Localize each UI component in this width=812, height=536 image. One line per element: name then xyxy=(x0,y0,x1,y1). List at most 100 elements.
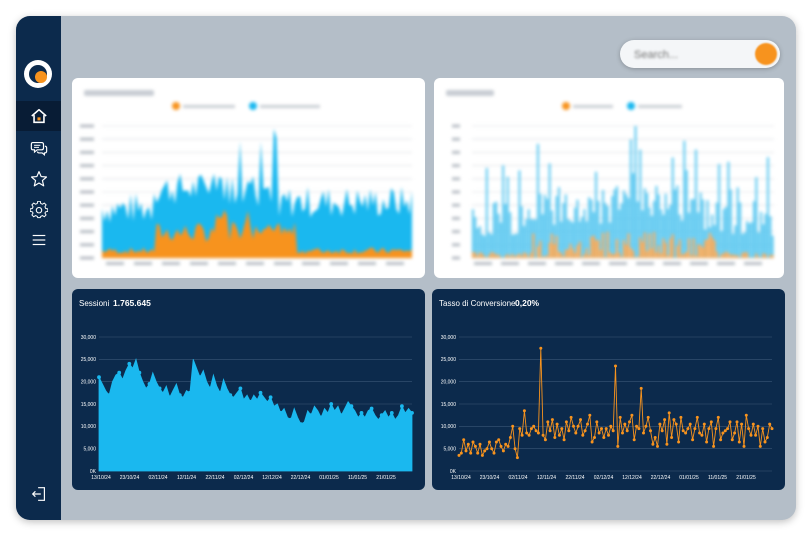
data-point[interactable] xyxy=(553,436,557,439)
data-point[interactable] xyxy=(487,440,491,444)
data-point[interactable] xyxy=(319,415,323,420)
data-point[interactable] xyxy=(466,442,470,446)
data-point[interactable] xyxy=(546,420,550,424)
data-point[interactable] xyxy=(595,420,599,424)
data-point[interactable] xyxy=(681,429,685,433)
data-point[interactable] xyxy=(695,415,699,419)
data-point[interactable] xyxy=(688,422,692,426)
data-point[interactable] xyxy=(478,442,482,446)
data-point[interactable] xyxy=(700,433,704,437)
logout-button[interactable] xyxy=(16,479,61,509)
data-point[interactable] xyxy=(586,422,589,426)
data-point[interactable] xyxy=(379,413,384,418)
data-point[interactable] xyxy=(137,370,142,375)
data-point[interactable] xyxy=(616,444,620,448)
data-point[interactable] xyxy=(607,433,610,437)
data-point[interactable] xyxy=(522,409,526,413)
data-point[interactable] xyxy=(735,420,739,424)
data-point[interactable] xyxy=(574,431,578,435)
data-point[interactable] xyxy=(198,375,202,380)
data-point[interactable] xyxy=(611,429,615,433)
data-point[interactable] xyxy=(576,424,580,428)
data-point[interactable] xyxy=(483,449,487,453)
data-point[interactable] xyxy=(520,433,524,437)
data-point[interactable] xyxy=(539,346,543,350)
data-point[interactable] xyxy=(513,447,517,451)
data-point[interactable] xyxy=(686,427,690,431)
data-point[interactable] xyxy=(167,395,172,400)
data-point[interactable] xyxy=(497,438,501,442)
data-point[interactable] xyxy=(543,438,547,442)
data-point[interactable] xyxy=(518,427,522,431)
data-point[interactable] xyxy=(644,424,648,428)
data-point[interactable] xyxy=(691,438,695,442)
data-point[interactable] xyxy=(730,438,734,442)
data-point[interactable] xyxy=(288,417,293,422)
data-point[interactable] xyxy=(707,427,711,431)
data-point[interactable] xyxy=(670,436,674,439)
data-point[interactable] xyxy=(632,438,636,442)
data-point[interactable] xyxy=(726,427,730,431)
data-point[interactable] xyxy=(590,440,594,444)
data-point[interactable] xyxy=(248,399,253,404)
data-point[interactable] xyxy=(618,415,622,419)
data-point[interactable] xyxy=(744,413,748,417)
data-point[interactable] xyxy=(588,413,592,417)
data-point[interactable] xyxy=(740,422,744,426)
data-point[interactable] xyxy=(228,393,233,397)
data-point[interactable] xyxy=(555,422,559,426)
search-input[interactable] xyxy=(632,46,746,64)
data-point[interactable] xyxy=(532,424,536,428)
data-point[interactable] xyxy=(768,422,772,426)
data-point[interactable] xyxy=(471,440,475,444)
data-point[interactable] xyxy=(349,404,354,409)
data-point[interactable] xyxy=(597,431,601,435)
data-point[interactable] xyxy=(665,442,669,446)
data-point[interactable] xyxy=(674,422,678,426)
data-point[interactable] xyxy=(188,390,192,395)
data-point[interactable] xyxy=(765,436,769,439)
data-point[interactable] xyxy=(602,436,606,439)
data-point[interactable] xyxy=(719,438,723,442)
data-point[interactable] xyxy=(329,402,334,406)
sidebar-item-menu[interactable] xyxy=(16,225,61,255)
data-point[interactable] xyxy=(593,436,596,439)
data-point[interactable] xyxy=(560,427,564,431)
data-point[interactable] xyxy=(667,411,671,415)
data-point[interactable] xyxy=(567,429,571,433)
data-point[interactable] xyxy=(723,429,727,433)
data-point[interactable] xyxy=(572,424,575,428)
data-point[interactable] xyxy=(693,427,697,431)
data-point[interactable] xyxy=(604,427,608,431)
data-point[interactable] xyxy=(562,438,566,442)
data-point[interactable] xyxy=(656,444,659,448)
data-point[interactable] xyxy=(663,418,667,422)
data-point[interactable] xyxy=(637,427,641,431)
data-point[interactable] xyxy=(339,413,344,418)
data-point[interactable] xyxy=(672,418,676,422)
data-point[interactable] xyxy=(684,431,688,435)
data-point[interactable] xyxy=(369,406,374,411)
data-point[interactable] xyxy=(268,395,273,400)
data-point[interactable] xyxy=(515,456,519,460)
data-point[interactable] xyxy=(492,451,496,455)
data-point[interactable] xyxy=(712,444,716,448)
data-point[interactable] xyxy=(208,386,213,391)
data-point[interactable] xyxy=(147,382,152,386)
data-point[interactable] xyxy=(410,411,414,415)
data-point[interactable] xyxy=(756,424,760,428)
data-point[interactable] xyxy=(490,447,494,451)
data-point[interactable] xyxy=(107,393,111,397)
data-point[interactable] xyxy=(278,411,283,415)
data-point[interactable] xyxy=(653,436,657,439)
data-point[interactable] xyxy=(494,440,498,444)
data-point[interactable] xyxy=(579,418,582,422)
data-point[interactable] xyxy=(609,424,613,428)
data-point[interactable] xyxy=(508,436,512,439)
data-point[interactable] xyxy=(525,431,529,435)
sidebar-item-favorites[interactable] xyxy=(16,164,61,194)
data-point[interactable] xyxy=(309,413,313,418)
data-point[interactable] xyxy=(621,431,624,435)
data-point[interactable] xyxy=(117,370,122,375)
data-point[interactable] xyxy=(299,422,303,426)
